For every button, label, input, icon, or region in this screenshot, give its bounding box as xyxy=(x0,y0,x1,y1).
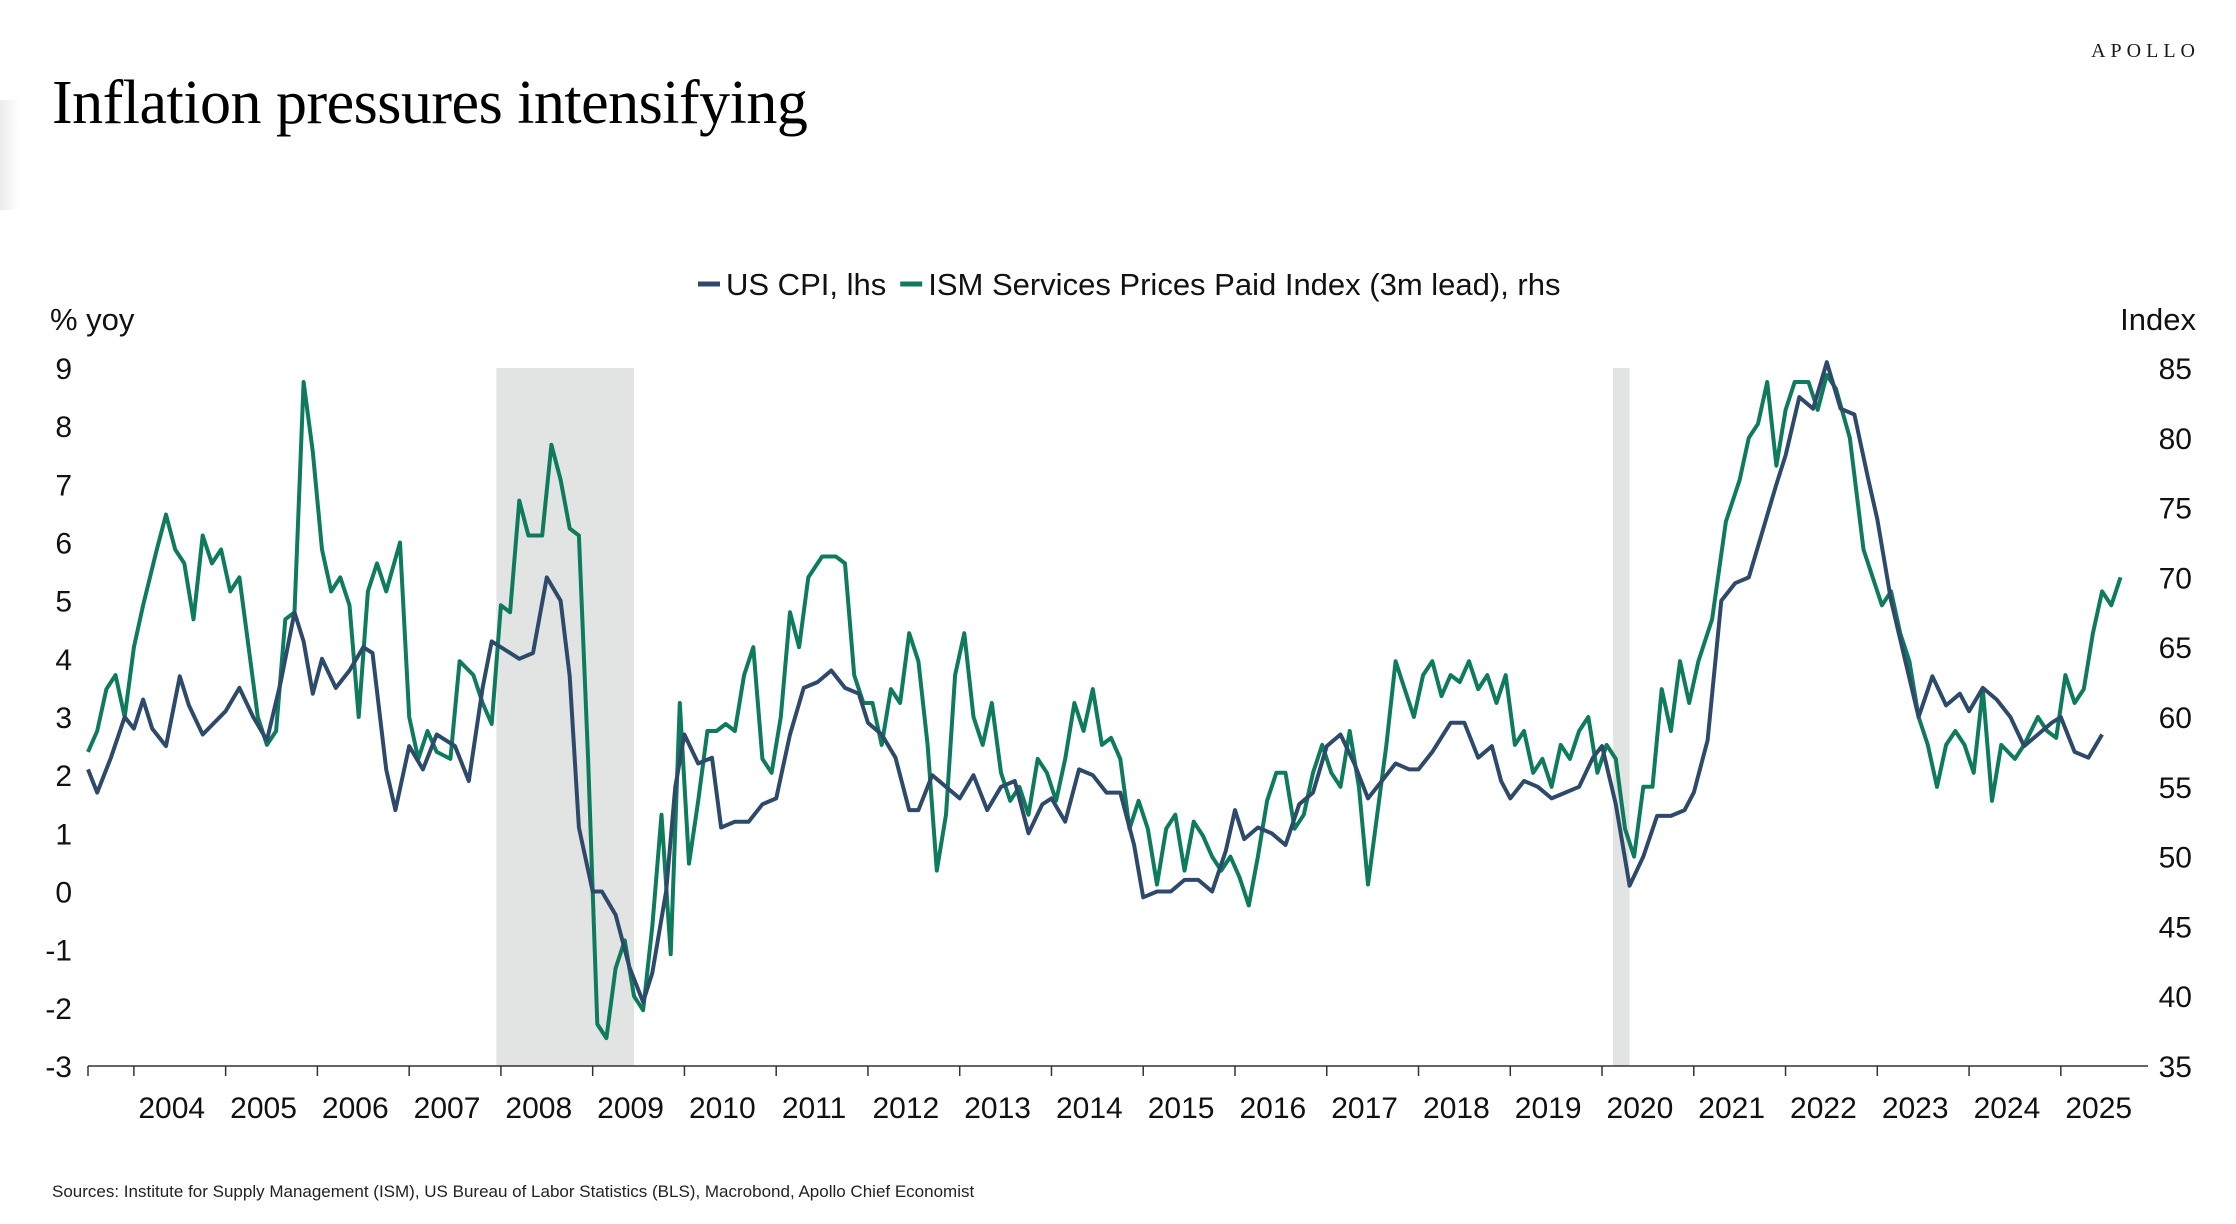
y-left-tick-label: 2 xyxy=(55,760,72,793)
x-tick-label: 2023 xyxy=(1882,1092,1949,1125)
y-right-tick-label: 80 xyxy=(2159,423,2192,456)
y-left-tick-label: 9 xyxy=(55,353,72,386)
series-lines xyxy=(86,360,2123,1041)
recession-band-0 xyxy=(496,368,634,1066)
x-tick-label: 2014 xyxy=(1056,1092,1123,1125)
y-left-tick-label: -1 xyxy=(45,935,72,968)
y-left-tick-label: 6 xyxy=(55,528,72,561)
y-right-tick-label: 75 xyxy=(2159,493,2192,526)
x-tick-label: 2021 xyxy=(1698,1092,1765,1125)
y-right-tick-label: 40 xyxy=(2159,981,2192,1014)
y-right-tick-label: 85 xyxy=(2159,353,2192,386)
recession-band-1 xyxy=(1613,368,1630,1066)
legend-label: US CPI, lhs xyxy=(726,267,886,302)
x-tick-label: 2020 xyxy=(1607,1092,1674,1125)
y-left-tick-label: 8 xyxy=(55,411,72,444)
y-right-tick-label: 50 xyxy=(2159,842,2192,875)
y-left-tick-label: 0 xyxy=(55,877,72,910)
y-right-tick-label: 65 xyxy=(2159,632,2192,665)
edge-shadow xyxy=(0,100,20,210)
page-title: Inflation pressures intensifying xyxy=(52,69,808,137)
y-left-tick-label: 3 xyxy=(55,702,72,735)
y-right-tick-label: 70 xyxy=(2159,562,2192,595)
y-right-axis-label: Index xyxy=(2120,302,2196,337)
x-axis-ticks: 2004 2005 2006 2007 2008 2009 2010 2011 2012 2013… xyxy=(87,1066,2132,1125)
recession-shading xyxy=(496,368,1630,1066)
x-tick-label: 2009 xyxy=(597,1092,664,1125)
x-tick-label: 2012 xyxy=(872,1092,939,1125)
x-tick-label: 2018 xyxy=(1423,1092,1490,1125)
y-left-axis-label: % yoy xyxy=(50,302,135,337)
x-tick-label: 2005 xyxy=(230,1092,297,1125)
y-right-tick-label: 60 xyxy=(2159,702,2192,735)
y-right-tick-label: 55 xyxy=(2159,772,2192,805)
x-tick-label: 2016 xyxy=(1239,1092,1306,1125)
y-left-tick-label: -2 xyxy=(45,993,72,1026)
x-tick-label: 2024 xyxy=(1974,1092,2041,1125)
x-tick-label: 2006 xyxy=(322,1092,389,1125)
left-axis-ticks: -3 -2 -1 0 1 2 3 4 5 6 7 8 9 xyxy=(45,353,72,1084)
x-tick-label: 2013 xyxy=(964,1092,1031,1125)
series-line-us-cpi xyxy=(86,360,2104,1004)
legend-label: ISM Services Prices Paid Index (3m lead)… xyxy=(928,267,1560,302)
y-left-tick-label: 5 xyxy=(55,586,72,619)
x-tick-label: 2015 xyxy=(1148,1092,1215,1125)
source-note: Sources: Institute for Supply Management… xyxy=(52,1182,975,1201)
right-axis-ticks: 35 40 45 50 55 60 65 70 75 80 85 xyxy=(2159,353,2192,1084)
x-tick-label: 2011 xyxy=(782,1092,847,1125)
legend: US CPI, lhs ISM Services Prices Paid Inde… xyxy=(698,267,1561,302)
brand-logo: APOLLO xyxy=(2091,40,2200,62)
x-tick-label: 2004 xyxy=(138,1092,205,1125)
x-tick-label: 2017 xyxy=(1331,1092,1398,1125)
x-tick-label: 2010 xyxy=(689,1092,756,1125)
y-right-tick-label: 45 xyxy=(2159,911,2192,944)
y-left-tick-label: -3 xyxy=(45,1051,72,1084)
y-left-tick-label: 1 xyxy=(55,818,72,851)
x-tick-label: 2019 xyxy=(1515,1092,1582,1125)
x-tick-label: 2025 xyxy=(2065,1092,2132,1125)
y-left-tick-label: 4 xyxy=(55,644,72,677)
x-tick-label: 2007 xyxy=(414,1092,481,1125)
y-left-tick-label: 7 xyxy=(55,469,72,502)
x-tick-label: 2022 xyxy=(1790,1092,1857,1125)
y-right-tick-label: 35 xyxy=(2159,1051,2192,1084)
x-tick-label: 2008 xyxy=(505,1092,572,1125)
series-line-ism-prices-paid xyxy=(86,373,2123,1041)
